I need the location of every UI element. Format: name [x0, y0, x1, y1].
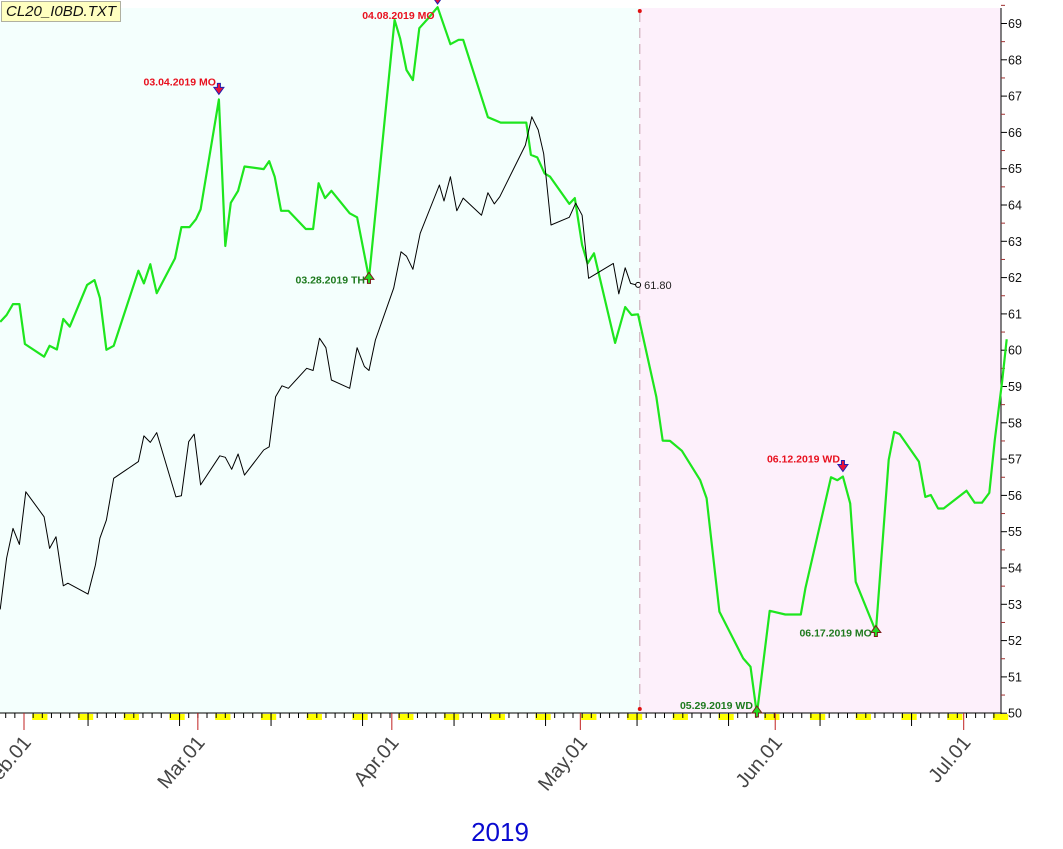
weekend-marker — [398, 714, 414, 720]
weekend-marker — [32, 714, 48, 720]
month-label: Feb.01 — [0, 732, 36, 794]
y-tick-label: 55 — [1008, 525, 1022, 539]
actual-line — [0, 116, 637, 610]
month-label: May.01 — [534, 732, 592, 795]
plot-background — [0, 8, 1001, 713]
y-tick-label: 64 — [1008, 199, 1022, 213]
forecast-region — [639, 8, 1001, 713]
y-tick-label: 62 — [1008, 271, 1022, 285]
month-label: Mar.01 — [154, 732, 210, 793]
trough-arrow-icon — [750, 705, 763, 718]
y-tick-label: 50 — [1008, 707, 1022, 721]
y-tick-label: 61 — [1008, 307, 1022, 321]
y-tick-label: 59 — [1008, 380, 1022, 394]
trough-arrow-icon — [362, 271, 375, 284]
last-value-label: 61.80 — [644, 280, 672, 292]
weekend-marker — [901, 714, 917, 720]
weekend-marker — [123, 714, 139, 720]
y-tick-label: 68 — [1008, 53, 1022, 67]
month-label: Apr.01 — [350, 732, 404, 790]
weekend-marker — [947, 714, 963, 720]
weekend-marker — [535, 714, 551, 720]
weekend-marker — [215, 714, 231, 720]
y-tick-label: 67 — [1008, 90, 1022, 104]
y-tick-label: 65 — [1008, 162, 1022, 176]
peak-arrow-icon — [434, 0, 442, 5]
y-tick-label: 60 — [1008, 344, 1022, 358]
peak-annotation: 04.08.2019 MO — [362, 10, 434, 22]
peak-arrow-icon — [212, 82, 225, 96]
peak-arrow-icon — [836, 460, 849, 473]
peak-annotation: 06.12.2019 WD — [767, 454, 840, 466]
trough-arrow-icon — [869, 624, 882, 638]
y-tick-label: 56 — [1008, 489, 1022, 503]
peak-annotation: 03.04.2019 MO — [144, 76, 216, 88]
trough-annotation: 06.17.2019 MO — [799, 628, 871, 640]
weekend-marker — [672, 714, 688, 720]
weekend-marker — [306, 714, 322, 720]
weekend-marker — [260, 714, 277, 720]
weekend-marker — [992, 714, 1009, 720]
series: 61.80 — [0, 6, 1008, 715]
y-tick-label: 51 — [1008, 670, 1022, 684]
weekend-marker — [809, 714, 826, 720]
weekend-marker — [626, 714, 643, 720]
forecast-line — [0, 6, 1008, 715]
forecast-start-dot-top — [637, 9, 642, 13]
y-tick-label: 57 — [1008, 453, 1022, 467]
chart-title: CL20_I0BD.TXT — [1, 1, 122, 22]
weekend-marker — [489, 714, 505, 720]
last-value-marker — [635, 281, 642, 288]
weekend-marker — [443, 714, 460, 720]
weekend-marker — [855, 714, 871, 720]
weekend-marker — [764, 714, 780, 720]
y-tick-label: 66 — [1008, 126, 1022, 140]
trough-annotation: 05.29.2019 WD — [680, 700, 753, 712]
y-tick-label: 52 — [1008, 634, 1022, 648]
forecast-start-dot-bottom — [637, 707, 642, 711]
weekend-marker — [581, 714, 597, 720]
y-tick-label: 54 — [1008, 562, 1022, 576]
month-label: Jun.01 — [732, 732, 787, 792]
weekend-marker — [718, 714, 734, 720]
weekend-marker — [352, 714, 368, 720]
y-tick-label: 58 — [1008, 416, 1022, 430]
x-axis-year-label: 2019 — [471, 817, 529, 847]
weekend-marker — [77, 714, 94, 720]
weekend-marker — [169, 714, 185, 720]
y-tick-label: 53 — [1008, 598, 1022, 612]
month-label: Jul.01 — [924, 732, 975, 787]
y-tick-label: 69 — [1008, 17, 1022, 31]
trough-annotation: 03.28.2019 TH — [295, 274, 364, 286]
history-region — [0, 8, 640, 713]
annotations: 03.04.2019 MO 04.08.2019 MO 03.28.2019 TH 0… — [144, 0, 882, 718]
y-tick-label: 63 — [1008, 235, 1022, 249]
